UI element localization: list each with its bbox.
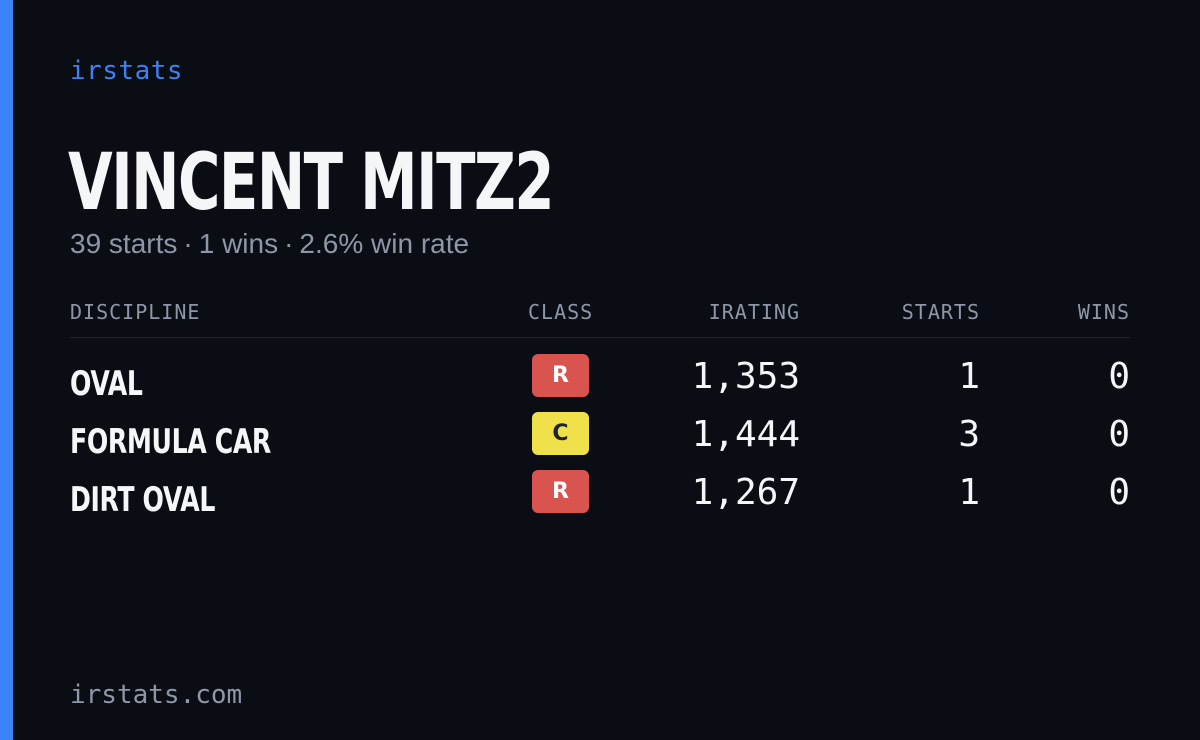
header-class: CLASS: [528, 300, 594, 324]
class-badge: R: [532, 354, 589, 397]
irating-value: 1,267: [691, 472, 800, 513]
starts-value: 1: [958, 472, 980, 513]
footer-url[interactable]: irstats.com: [70, 680, 243, 710]
driver-summary: 39 starts · 1 wins · 2.6% win rate: [70, 228, 469, 260]
discipline-name: FORMULA CAR: [70, 422, 271, 462]
header-starts: STARTS: [901, 300, 980, 324]
wins-count: 1 wins: [198, 228, 279, 259]
discipline-name: OVAL: [70, 364, 143, 404]
class-badge: C: [532, 412, 589, 455]
class-badge: R: [532, 470, 589, 513]
table-header: DISCIPLINE CLASS IRATING STARTS WINS: [70, 296, 1130, 338]
separator: ·: [284, 228, 294, 259]
starts-value: 1: [958, 356, 980, 397]
header-discipline: DISCIPLINE: [70, 300, 201, 324]
wins-value: 0: [1108, 472, 1130, 513]
table-row: OVAL R 1,353 1 0: [70, 354, 1130, 412]
driver-name: VINCENT MITZ2: [68, 138, 555, 228]
table-body: OVAL R 1,353 1 0 FORMULA CAR C 1,444 3 0…: [70, 354, 1130, 528]
header-wins: WINS: [1077, 300, 1130, 324]
starts-count: 39 starts: [70, 228, 178, 259]
discipline-table: DISCIPLINE CLASS IRATING STARTS WINS OVA…: [70, 296, 1130, 528]
separator: ·: [183, 228, 193, 259]
irating-value: 1,444: [691, 414, 800, 455]
brand-logo[interactable]: irstats: [70, 56, 184, 86]
table-row: DIRT OVAL R 1,267 1 0: [70, 470, 1130, 528]
wins-value: 0: [1108, 356, 1130, 397]
irating-value: 1,353: [691, 356, 800, 397]
table-row: FORMULA CAR C 1,444 3 0: [70, 412, 1130, 470]
starts-value: 3: [958, 414, 980, 455]
wins-value: 0: [1108, 414, 1130, 455]
win-rate: 2.6% win rate: [299, 228, 470, 259]
accent-bar: [0, 0, 13, 740]
header-irating: IRATING: [708, 300, 800, 324]
discipline-name: DIRT OVAL: [70, 480, 216, 520]
